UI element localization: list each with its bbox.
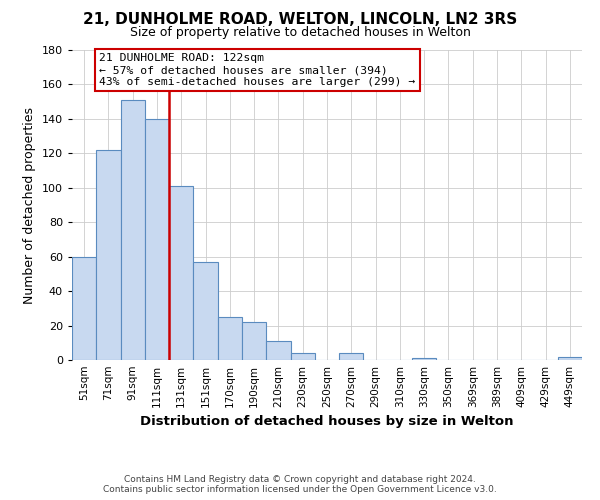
X-axis label: Distribution of detached houses by size in Welton: Distribution of detached houses by size …	[140, 416, 514, 428]
Bar	[121, 100, 145, 360]
Bar	[266, 341, 290, 360]
Bar	[558, 356, 582, 360]
Bar	[218, 317, 242, 360]
Bar	[72, 256, 96, 360]
Bar	[169, 186, 193, 360]
Bar	[96, 150, 121, 360]
Bar	[412, 358, 436, 360]
Bar	[339, 353, 364, 360]
Text: Size of property relative to detached houses in Welton: Size of property relative to detached ho…	[130, 26, 470, 39]
Y-axis label: Number of detached properties: Number of detached properties	[23, 106, 36, 304]
Bar	[242, 322, 266, 360]
Text: 21, DUNHOLME ROAD, WELTON, LINCOLN, LN2 3RS: 21, DUNHOLME ROAD, WELTON, LINCOLN, LN2 …	[83, 12, 517, 28]
Text: 21 DUNHOLME ROAD: 122sqm
← 57% of detached houses are smaller (394)
43% of semi-: 21 DUNHOLME ROAD: 122sqm ← 57% of detach…	[99, 54, 415, 86]
Text: Contains HM Land Registry data © Crown copyright and database right 2024.
Contai: Contains HM Land Registry data © Crown c…	[103, 474, 497, 494]
Bar	[145, 119, 169, 360]
Bar	[290, 353, 315, 360]
Bar	[193, 262, 218, 360]
